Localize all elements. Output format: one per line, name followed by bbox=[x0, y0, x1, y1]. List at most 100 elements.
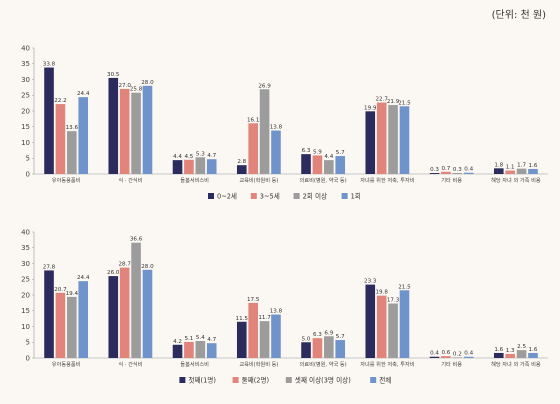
top-bar-6-0 bbox=[429, 173, 440, 174]
top-bar-4-3 bbox=[335, 156, 346, 174]
bottom-bar-0-3 bbox=[78, 281, 89, 358]
bottom-category-label-1: 식 · 간식비 bbox=[118, 360, 142, 368]
top-value-label-1-0: 30.5 bbox=[107, 72, 120, 78]
top-bar-4-1 bbox=[312, 155, 323, 174]
top-bar-6-3 bbox=[463, 172, 474, 174]
bottom-y-tick-label-5: 25 bbox=[21, 276, 30, 284]
top-value-label-6-2: 0.3 bbox=[453, 167, 462, 173]
bottom-bar-2-2 bbox=[195, 340, 206, 358]
bottom-value-label-7-1: 1.3 bbox=[506, 348, 515, 354]
bottom-y-tick-label-8: 40 bbox=[21, 228, 30, 236]
bottom-bar-4-2 bbox=[324, 336, 334, 358]
bottom-bar-3-3 bbox=[271, 314, 281, 358]
top-value-label-5-0: 19.9 bbox=[364, 105, 377, 111]
bottom-y-tick-label-7: 35 bbox=[21, 244, 30, 252]
top-bar-7-0 bbox=[493, 168, 504, 174]
top-value-label-5-1: 22.7 bbox=[375, 96, 388, 102]
bottom-y-tick-label-1: 5 bbox=[26, 339, 30, 347]
bottom-value-label-7-0: 1.6 bbox=[494, 347, 503, 353]
unit-label: (단위: 천 원) bbox=[491, 10, 546, 21]
bottom-bar-5-3 bbox=[399, 290, 410, 358]
bottom-value-label-4-0: 5.0 bbox=[302, 336, 311, 342]
bottom-legend-label-2: 셋째 이상(3명 이상) bbox=[295, 376, 351, 385]
bottom-value-label-1-2: 36.6 bbox=[130, 237, 143, 243]
bottom-bar-1-3 bbox=[142, 269, 153, 358]
top-legend-label-2: 2회 이상 bbox=[303, 192, 328, 201]
top-value-label-0-2: 13.6 bbox=[66, 125, 79, 131]
bottom-value-label-2-3: 4.7 bbox=[207, 337, 216, 343]
bottom-value-label-6-0: 0.4 bbox=[430, 351, 439, 357]
bottom-legend-swatch-0 bbox=[179, 377, 186, 383]
top-category-label-6: 기타 비용 bbox=[441, 176, 462, 184]
top-bar-4-2 bbox=[324, 160, 334, 174]
top-value-label-2-0: 4.4 bbox=[173, 154, 182, 160]
bottom-bar-5-1 bbox=[376, 295, 387, 358]
bottom-bar-3-2 bbox=[259, 321, 270, 358]
bottom-bar-4-0 bbox=[301, 342, 311, 358]
top-bar-0-2 bbox=[67, 131, 77, 174]
bottom-bar-4-1 bbox=[312, 338, 323, 358]
bottom-value-label-3-1: 17.5 bbox=[247, 297, 260, 303]
top-bar-2-2 bbox=[195, 157, 206, 174]
bottom-bar-1-2 bbox=[131, 242, 141, 358]
top-bar-5-1 bbox=[376, 102, 387, 174]
top-bar-5-2 bbox=[388, 105, 398, 174]
top-bar-1-1 bbox=[119, 88, 130, 174]
bottom-y-tick-label-3: 15 bbox=[21, 307, 30, 315]
bottom-value-label-5-3: 21.5 bbox=[398, 284, 411, 290]
top-bar-0-3 bbox=[78, 97, 89, 174]
top-legend-swatch-2 bbox=[293, 193, 300, 199]
top-y-tick-label-6: 30 bbox=[21, 76, 30, 84]
bottom-bar-7-2 bbox=[516, 350, 527, 358]
top-legend-swatch-1 bbox=[250, 193, 257, 199]
bottom-bar-7-1 bbox=[505, 353, 515, 358]
top-bar-2-0 bbox=[172, 160, 183, 174]
top-legend-label-3: 1회 bbox=[351, 193, 361, 201]
top-value-label-0-1: 22.2 bbox=[54, 98, 66, 104]
bottom-value-label-6-3: 0.4 bbox=[464, 351, 473, 357]
bottom-bar-6-1 bbox=[441, 356, 451, 358]
bottom-value-label-3-3: 13.8 bbox=[270, 309, 283, 315]
top-value-label-2-2: 5.3 bbox=[196, 151, 205, 157]
bottom-bar-0-2 bbox=[67, 296, 77, 358]
top-bar-3-0 bbox=[236, 165, 247, 174]
top-bar-1-3 bbox=[142, 85, 153, 174]
bottom-bar-6-0 bbox=[429, 356, 440, 358]
top-bar-0-1 bbox=[55, 104, 66, 174]
bottom-bar-0-0 bbox=[44, 270, 54, 358]
bottom-value-label-7-3: 1.6 bbox=[529, 347, 538, 353]
bottom-value-label-4-3: 5.7 bbox=[336, 334, 345, 340]
top-bar-1-0 bbox=[108, 77, 119, 174]
bar-chart-by-birth-order: 0 5 10 15 20 25 30 35 40 27.8 20.719.4 24.4 유아동용품비 26… bbox=[21, 228, 548, 385]
top-value-label-4-3: 5.7 bbox=[336, 150, 345, 156]
top-value-label-6-1: 0.7 bbox=[441, 166, 450, 172]
bottom-value-label-2-2: 5.4 bbox=[196, 335, 205, 341]
bottom-y-tick-label-4: 20 bbox=[21, 291, 30, 299]
top-bar-7-2 bbox=[516, 168, 527, 174]
bottom-value-label-1-1: 28.7 bbox=[118, 262, 131, 268]
top-value-label-6-0: 0.3 bbox=[430, 167, 439, 173]
bottom-category-label-7: 해당 자녀 외 가족 비용 bbox=[491, 360, 541, 368]
bottom-legend-swatch-2 bbox=[285, 377, 292, 383]
bottom-bar-1-0 bbox=[108, 276, 119, 358]
top-category-label-3: 교육비(학원비 등) bbox=[239, 176, 278, 184]
bottom-value-label-7-2: 2.5 bbox=[517, 344, 526, 350]
bottom-value-label-5-0: 23.3 bbox=[364, 279, 377, 285]
bottom-bar-0-1 bbox=[55, 292, 66, 358]
top-y-tick-label-8: 40 bbox=[21, 44, 30, 52]
top-value-label-1-2: 25.8 bbox=[130, 87, 143, 93]
top-value-label-4-0: 6.3 bbox=[302, 148, 311, 154]
top-bar-0-0 bbox=[44, 67, 54, 174]
top-value-label-5-2: 21.9 bbox=[387, 99, 400, 105]
top-y-tick-label-4: 20 bbox=[21, 107, 30, 115]
top-value-label-7-3: 1.6 bbox=[529, 163, 538, 169]
bottom-bar-2-1 bbox=[184, 341, 194, 358]
top-value-label-4-2: 4.4 bbox=[324, 154, 333, 160]
top-bar-5-0 bbox=[365, 111, 376, 174]
bottom-value-label-3-2: 11.7 bbox=[258, 315, 271, 321]
bottom-value-label-4-2: 6.9 bbox=[324, 330, 333, 336]
bottom-value-label-0-2: 19.4 bbox=[66, 291, 79, 297]
top-y-tick-label-1: 5 bbox=[26, 155, 30, 163]
top-bar-7-3 bbox=[528, 168, 538, 174]
bottom-bar-3-1 bbox=[248, 302, 258, 358]
